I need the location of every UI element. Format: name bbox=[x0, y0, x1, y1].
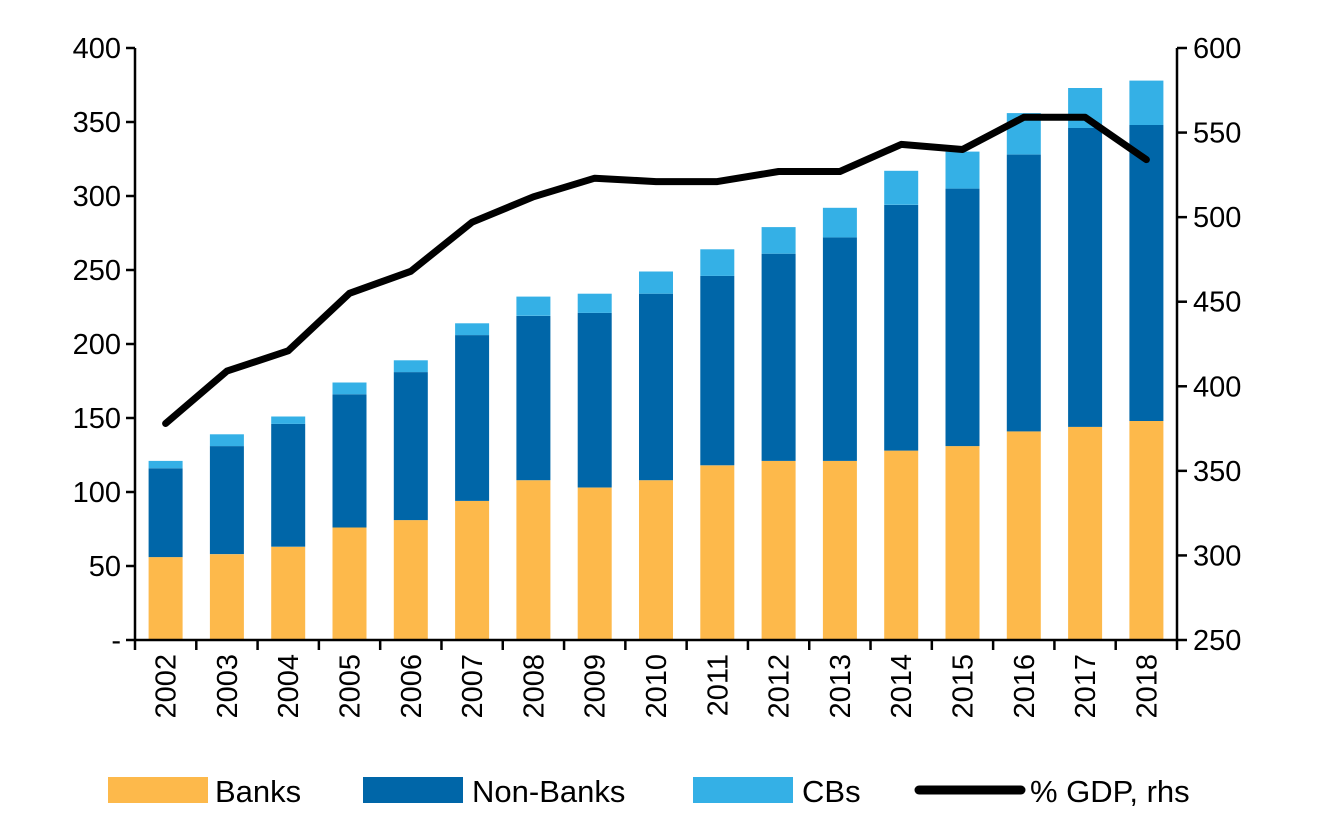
bar-cbs-2005 bbox=[332, 382, 367, 395]
bar-banks-2011 bbox=[700, 465, 735, 640]
x-tick-label: 2004 bbox=[273, 654, 305, 719]
bar-banks-2008 bbox=[516, 480, 551, 640]
left-tick-label: 250 bbox=[73, 255, 121, 287]
left-tick-label: 300 bbox=[73, 181, 121, 213]
bar-cbs-2008 bbox=[516, 296, 551, 316]
right-tick-label: 600 bbox=[1193, 33, 1241, 65]
right-tick-label: 350 bbox=[1193, 456, 1241, 488]
right-tick-label: 550 bbox=[1193, 118, 1241, 150]
bar-cbs-2012 bbox=[761, 227, 796, 254]
right-tick-label: 400 bbox=[1193, 371, 1241, 403]
bar-banks-2009 bbox=[577, 487, 612, 640]
bar-non-banks-2011 bbox=[700, 275, 735, 466]
bar-non-banks-2012 bbox=[761, 253, 796, 461]
bar-cbs-2018 bbox=[1129, 80, 1164, 125]
right-tick-label: 450 bbox=[1193, 287, 1241, 319]
bar-non-banks-2008 bbox=[516, 315, 551, 481]
left-tick-label: 350 bbox=[73, 107, 121, 139]
legend-label-banks: Banks bbox=[215, 774, 301, 809]
bar-banks-2007 bbox=[455, 500, 490, 640]
x-tick-label: 2006 bbox=[396, 654, 428, 719]
bar-cbs-2015 bbox=[945, 151, 980, 189]
x-tick-label: 2002 bbox=[151, 654, 183, 719]
bar-banks-2002 bbox=[148, 557, 183, 640]
left-tick-label: - bbox=[111, 625, 121, 657]
legend-swatch-cbs bbox=[693, 777, 793, 803]
legend-label-cbs: CBs bbox=[802, 774, 861, 809]
legend-label--gdp-rhs: % GDP, rhs bbox=[1030, 774, 1190, 809]
bar-banks-2010 bbox=[639, 480, 673, 640]
bar-cbs-2011 bbox=[700, 249, 735, 276]
axes: - 50 100 150 200 250 300 350 400 250 300 350 400 450 5… bbox=[73, 33, 1242, 719]
line-gdp-rhs bbox=[162, 113, 1150, 427]
bar-banks-2005 bbox=[332, 527, 367, 640]
bar-non-banks-2003 bbox=[209, 446, 244, 555]
bar-non-banks-2002 bbox=[148, 468, 183, 558]
x-tick-label: 2017 bbox=[1070, 654, 1102, 719]
x-tick-label: 2013 bbox=[825, 654, 857, 719]
bar-cbs-2004 bbox=[271, 416, 306, 424]
bar-banks-2018 bbox=[1129, 421, 1164, 640]
bar-non-banks-2015 bbox=[945, 188, 980, 447]
x-tick-label: 2007 bbox=[457, 654, 489, 719]
bar-non-banks-2014 bbox=[884, 204, 919, 451]
x-tick-label: 2015 bbox=[947, 654, 979, 719]
left-tick-label: 400 bbox=[73, 33, 121, 65]
bar-cbs-2007 bbox=[455, 323, 490, 336]
legend-swatch-banks bbox=[108, 777, 208, 803]
bar-cbs-2006 bbox=[393, 360, 428, 373]
x-tick-label: 2005 bbox=[335, 654, 367, 719]
bar-banks-2013 bbox=[822, 460, 857, 640]
bar-non-banks-2007 bbox=[455, 335, 490, 501]
x-tick-label: 2010 bbox=[641, 654, 673, 719]
bar-non-banks-2013 bbox=[822, 237, 857, 461]
bar-cbs-2010 bbox=[639, 271, 673, 294]
bar-banks-2014 bbox=[884, 450, 919, 640]
left-tick-label: 150 bbox=[73, 403, 121, 435]
bar-non-banks-2010 bbox=[639, 293, 673, 481]
bar-cbs-2013 bbox=[822, 207, 857, 238]
bar-cbs-2002 bbox=[148, 460, 183, 469]
bar-non-banks-2018 bbox=[1129, 125, 1164, 421]
bar-banks-2012 bbox=[761, 460, 796, 640]
x-tick-label: 2012 bbox=[764, 654, 796, 719]
left-tick-label: 50 bbox=[89, 551, 121, 583]
x-tick-label: 2018 bbox=[1131, 654, 1163, 719]
bar-non-banks-2004 bbox=[271, 423, 306, 547]
legend-label-non-banks: Non-Banks bbox=[472, 774, 625, 809]
left-tick-label: 200 bbox=[73, 329, 121, 361]
left-tick-label: 100 bbox=[73, 477, 121, 509]
bar-cbs-2014 bbox=[884, 170, 919, 205]
bar-non-banks-2006 bbox=[393, 372, 428, 521]
x-tick-label: 2014 bbox=[886, 654, 918, 719]
x-tick-label: 2016 bbox=[1009, 654, 1041, 719]
right-tick-label: 500 bbox=[1193, 202, 1241, 234]
bar-non-banks-2017 bbox=[1068, 127, 1103, 427]
right-tick-label: 250 bbox=[1193, 625, 1241, 657]
bar-non-banks-2005 bbox=[332, 394, 367, 528]
bar-banks-2006 bbox=[393, 520, 428, 640]
x-tick-label: 2011 bbox=[702, 654, 734, 716]
legend: Banks Non-Banks CBs % GDP, rhs bbox=[108, 774, 1190, 809]
bar-banks-2015 bbox=[945, 446, 980, 640]
plot-area bbox=[148, 80, 1164, 640]
bar-cbs-2009 bbox=[577, 293, 612, 313]
bar-non-banks-2009 bbox=[577, 312, 612, 488]
x-tick-label: 2003 bbox=[212, 654, 244, 719]
x-tick-label: 2008 bbox=[518, 654, 550, 719]
bar-banks-2004 bbox=[271, 546, 306, 640]
legend-swatch-non-banks bbox=[363, 777, 463, 803]
bar-banks-2016 bbox=[1006, 431, 1041, 640]
x-tick-label: 2009 bbox=[580, 654, 612, 719]
right-tick-label: 300 bbox=[1193, 540, 1241, 572]
bar-cbs-2003 bbox=[209, 434, 244, 447]
bar-non-banks-2016 bbox=[1006, 154, 1041, 432]
bar-banks-2017 bbox=[1068, 426, 1103, 640]
bar-banks-2003 bbox=[209, 554, 244, 640]
